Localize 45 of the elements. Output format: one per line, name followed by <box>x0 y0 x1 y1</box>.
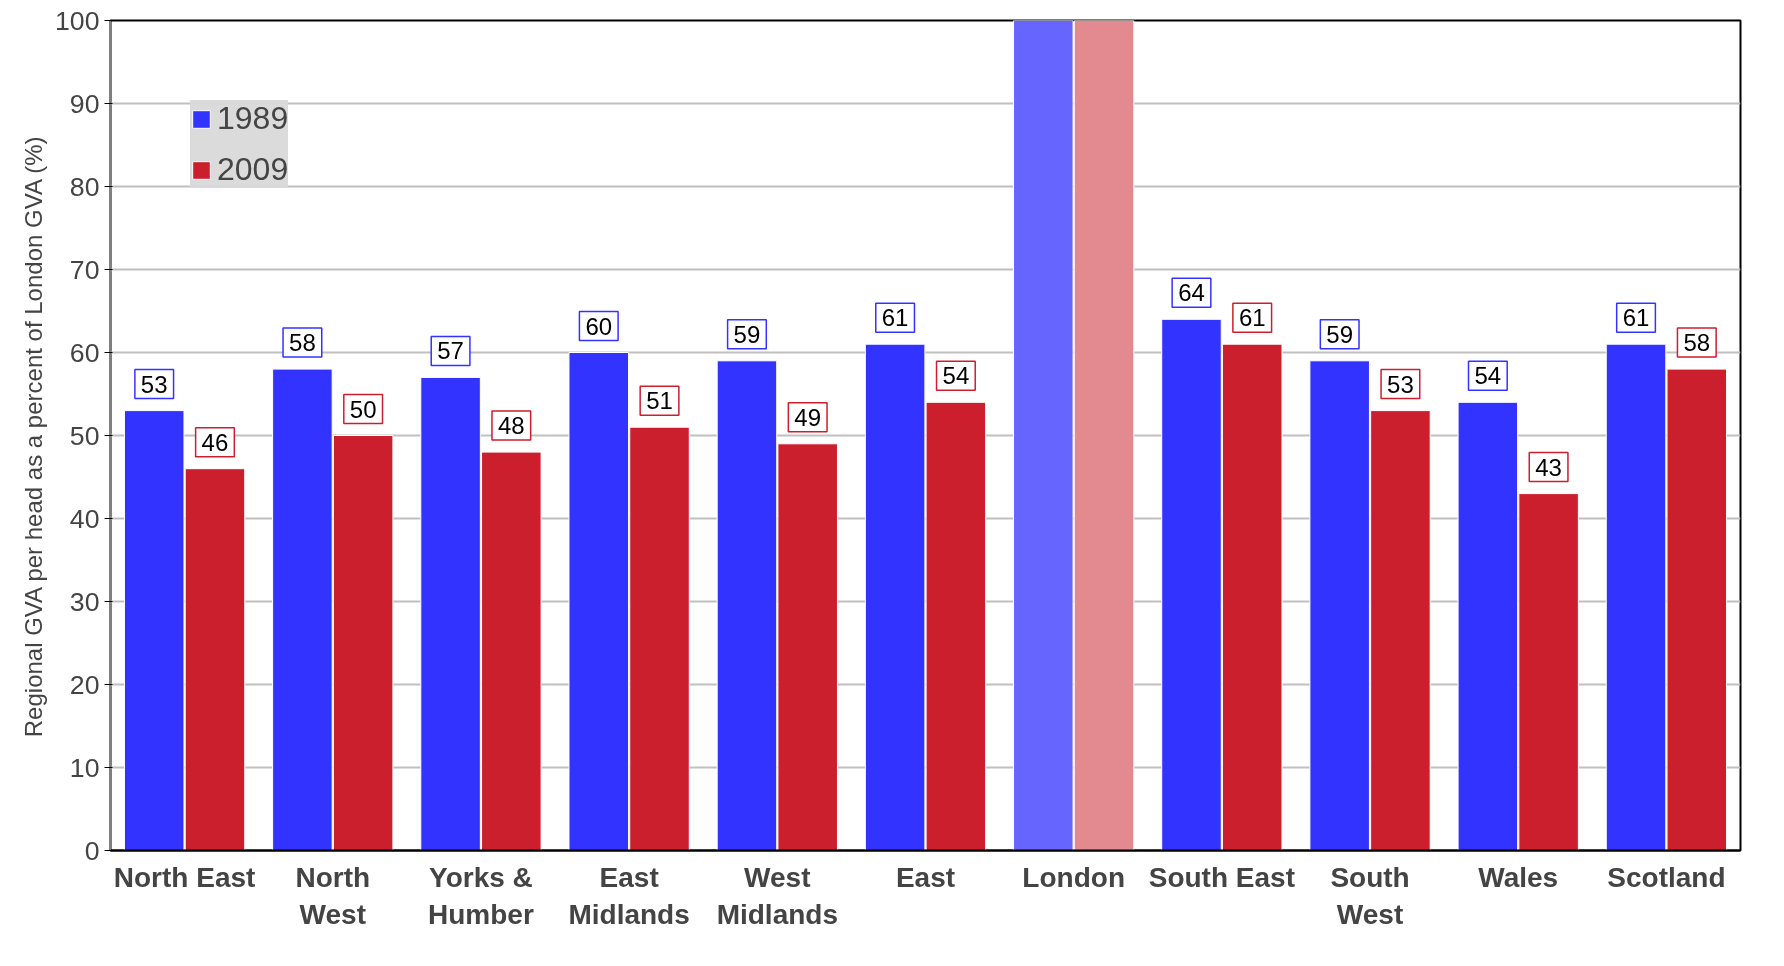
data-label: 61 <box>1238 304 1266 332</box>
data-label: 53 <box>140 370 168 398</box>
data-label: 54 <box>1474 362 1502 390</box>
x-tick-label: South West <box>1330 861 1410 930</box>
data-label: 59 <box>733 320 761 348</box>
data-label: 48 <box>497 412 525 440</box>
x-tick-label: North West <box>295 861 371 930</box>
x-tick-label: London <box>1022 861 1125 893</box>
y-tick-label: 50 <box>69 420 100 451</box>
y-tick-label: 40 <box>69 503 100 534</box>
x-tick-label: Yorks & Humber <box>428 861 534 930</box>
data-label: 61 <box>881 304 909 332</box>
y-tick-label: 80 <box>69 171 100 202</box>
data-label: 60 <box>585 312 613 340</box>
data-label: 57 <box>437 337 464 365</box>
data-label: 58 <box>289 329 316 357</box>
y-tick-label: 70 <box>69 254 100 285</box>
y-axis-title: Regional GVA per head as a percent of London GVA (%) <box>20 136 48 738</box>
x-tick-label: North East <box>113 861 256 893</box>
data-label: 50 <box>349 395 377 423</box>
y-tick-label: 90 <box>69 88 100 119</box>
x-tick-label: West Midlands <box>716 861 838 930</box>
data-label: 58 <box>1683 329 1711 357</box>
data-label: 46 <box>201 428 229 456</box>
x-tick-label: Scotland <box>1607 861 1726 893</box>
data-label: 53 <box>1387 370 1414 398</box>
data-label: 51 <box>646 387 673 415</box>
data-label: 64 <box>1178 279 1205 307</box>
data-label: 49 <box>794 403 822 431</box>
x-tick-label: South East <box>1148 861 1295 893</box>
y-tick-label: 0 <box>84 835 100 866</box>
data-label: 43 <box>1535 453 1562 481</box>
x-tick-label: East <box>895 861 956 893</box>
y-tick-label: 60 <box>69 337 100 368</box>
data-label: 59 <box>1326 320 1354 348</box>
y-tick-label: 100 <box>55 5 100 36</box>
data-label: 54 <box>942 362 970 390</box>
y-tick-label: 30 <box>69 586 100 617</box>
legend-label: 2009 <box>217 151 289 188</box>
data-label: 61 <box>1622 304 1650 332</box>
y-tick-label: 20 <box>69 669 100 700</box>
y-tick-label: 10 <box>69 752 100 783</box>
x-tick-label: Wales <box>1478 861 1559 893</box>
x-tick-label: East Midlands <box>568 861 690 930</box>
legend-label: 1989 <box>217 100 289 137</box>
